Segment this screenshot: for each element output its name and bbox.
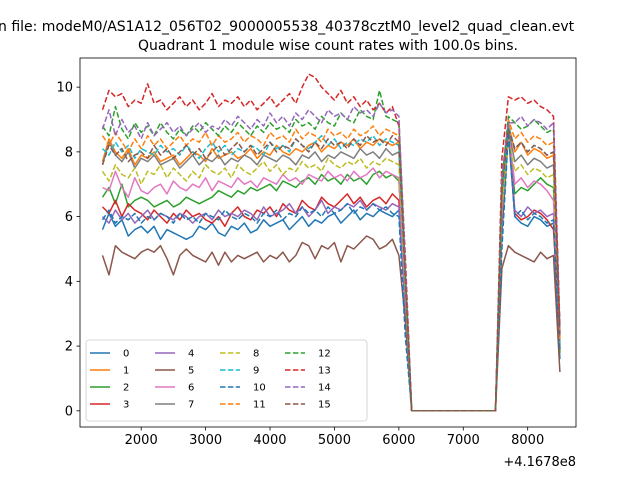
- legend-label-4: 4: [188, 349, 194, 360]
- legend-label-5: 5: [188, 366, 194, 377]
- x-tick-label: 3000: [189, 433, 222, 448]
- legend-label-9: 9: [253, 366, 259, 377]
- y-tick-label: 4: [65, 275, 73, 290]
- y-tick-label: 10: [56, 81, 73, 96]
- legend-label-13: 13: [318, 366, 331, 377]
- y-tick-label: 6: [65, 210, 73, 225]
- legend-label-11: 11: [253, 400, 266, 411]
- y-tick-label: 0: [65, 404, 73, 419]
- legend-label-2: 2: [123, 383, 129, 394]
- legend-label-14: 14: [318, 383, 331, 394]
- legend-box: [85, 339, 368, 422]
- y-tick-label: 2: [65, 340, 73, 355]
- legend-label-12: 12: [318, 349, 331, 360]
- chart-title: Quadrant 1 module wise count rates with …: [138, 38, 518, 54]
- x-tick-label: 8000: [511, 433, 544, 448]
- x-tick-label: 2000: [125, 433, 158, 448]
- legend-label-10: 10: [253, 383, 266, 394]
- legend-label-6: 6: [188, 383, 194, 394]
- figure-suptitle: n file: modeM0/AS1A12_056T02_9000005538_…: [0, 19, 575, 35]
- x-tick-label: 4000: [253, 433, 286, 448]
- legend-label-15: 15: [318, 400, 331, 411]
- x-offset-label: +4.1678e8: [503, 455, 576, 470]
- y-axis: 0 2 4 6 8 10: [56, 81, 80, 419]
- legend-label-1: 1: [123, 366, 129, 377]
- plot-area: [101, 73, 561, 412]
- x-tick-label: 6000: [382, 433, 415, 448]
- legend-label-0: 0: [123, 349, 129, 360]
- x-tick-label: 5000: [318, 433, 351, 448]
- y-tick-label: 8: [65, 145, 73, 160]
- series-line-15: [101, 128, 561, 412]
- x-tick-label: 7000: [447, 433, 480, 448]
- axes-frame: [79, 57, 577, 428]
- legend-label-8: 8: [253, 349, 259, 360]
- legend-label-7: 7: [188, 400, 194, 411]
- legend-label-3: 3: [123, 400, 129, 411]
- x-axis: 2000 3000 4000 5000 6000 7000 8000: [125, 427, 544, 448]
